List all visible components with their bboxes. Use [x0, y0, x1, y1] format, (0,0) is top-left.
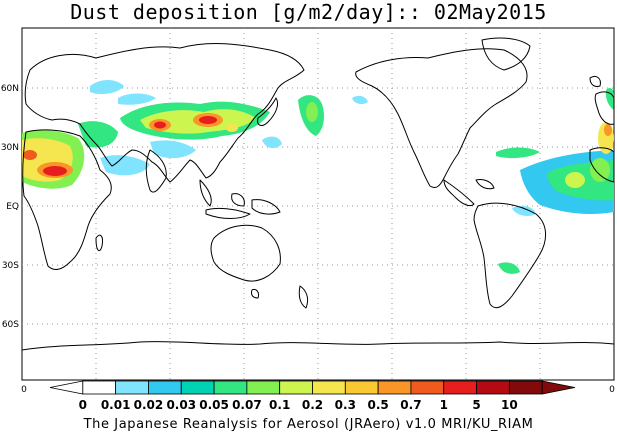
colorbar-level-label: 0.1 [269, 398, 290, 412]
colorbar-swatch [312, 380, 346, 395]
coastlines [22, 37, 614, 351]
coast-madagascar [95, 234, 103, 252]
colorbar-level-label: 0.01 [101, 398, 131, 412]
colorbar-swatch [279, 380, 313, 395]
colorbar-right-end-label: 0 [609, 385, 615, 395]
coast-japan [257, 97, 279, 126]
colorbar-swatch [115, 380, 149, 395]
coast-greenland [481, 37, 531, 71]
coast-antarctica [22, 341, 614, 351]
colorbar-swatch [344, 380, 379, 395]
coast-australia [210, 224, 281, 282]
coast-new-zealand [298, 285, 309, 309]
colorbar-level-label: 10 [501, 398, 518, 412]
lat-label: EQ [6, 202, 19, 212]
colorbar-swatch [148, 380, 182, 395]
colorbar-left-end-label: 0 [21, 385, 27, 395]
colorbar-swatch [82, 380, 117, 395]
map-title: Dust deposition [g/m2/day]:: 02May2015 [70, 0, 547, 24]
coast-south-america [473, 202, 546, 309]
dust-deposition-field [22, 80, 614, 274]
coast-north-america [355, 48, 528, 189]
lat-label: 60N [1, 84, 19, 94]
colorbar: 0 0 0 0.01 0.02 0.03 0.05 0.07 0.1 0.2 0.3 0.5 0.7… [21, 380, 615, 412]
colorbar-level-label: 0.07 [232, 398, 262, 412]
colorbar-level-label: 0 [79, 398, 87, 412]
lat-label: 30N [1, 143, 19, 153]
colorbar-level-label: 0.03 [166, 398, 196, 412]
colorbar-level-label: 1 [440, 398, 448, 412]
colorbar-swatch [508, 380, 543, 395]
colorbar-level-label: 0.5 [367, 398, 388, 412]
colorbar-level-label: 0.3 [335, 398, 356, 412]
colorbar-level-label: 5 [472, 398, 480, 412]
coast-europe [594, 91, 614, 125]
colorbar-level-label: 0.2 [302, 398, 323, 412]
colorbar-swatch [213, 380, 248, 395]
coast-eurasia [24, 43, 305, 183]
colorbar-swatch [476, 380, 510, 395]
colorbar-level-label: 0.7 [400, 398, 421, 412]
colorbar-right-arrow [541, 380, 576, 395]
coast-india [145, 149, 167, 193]
colorbar-swatch [410, 380, 445, 395]
colorbar-swatch [443, 380, 477, 395]
lat-label: 60S [2, 320, 19, 330]
colorbar-level-label: 0.05 [199, 398, 229, 412]
footer-credit: The Japanese Reanalysis for Aerosol (JRA… [83, 417, 534, 432]
colorbar-swatch [246, 380, 281, 395]
lat-label: 30S [2, 261, 19, 271]
coast-africa [22, 129, 112, 270]
colorbar-swatch [377, 380, 412, 395]
colorbar-left-arrow [49, 380, 84, 395]
colorbar-swatch [180, 380, 215, 395]
colorbar-level-label: 0.02 [134, 398, 164, 412]
